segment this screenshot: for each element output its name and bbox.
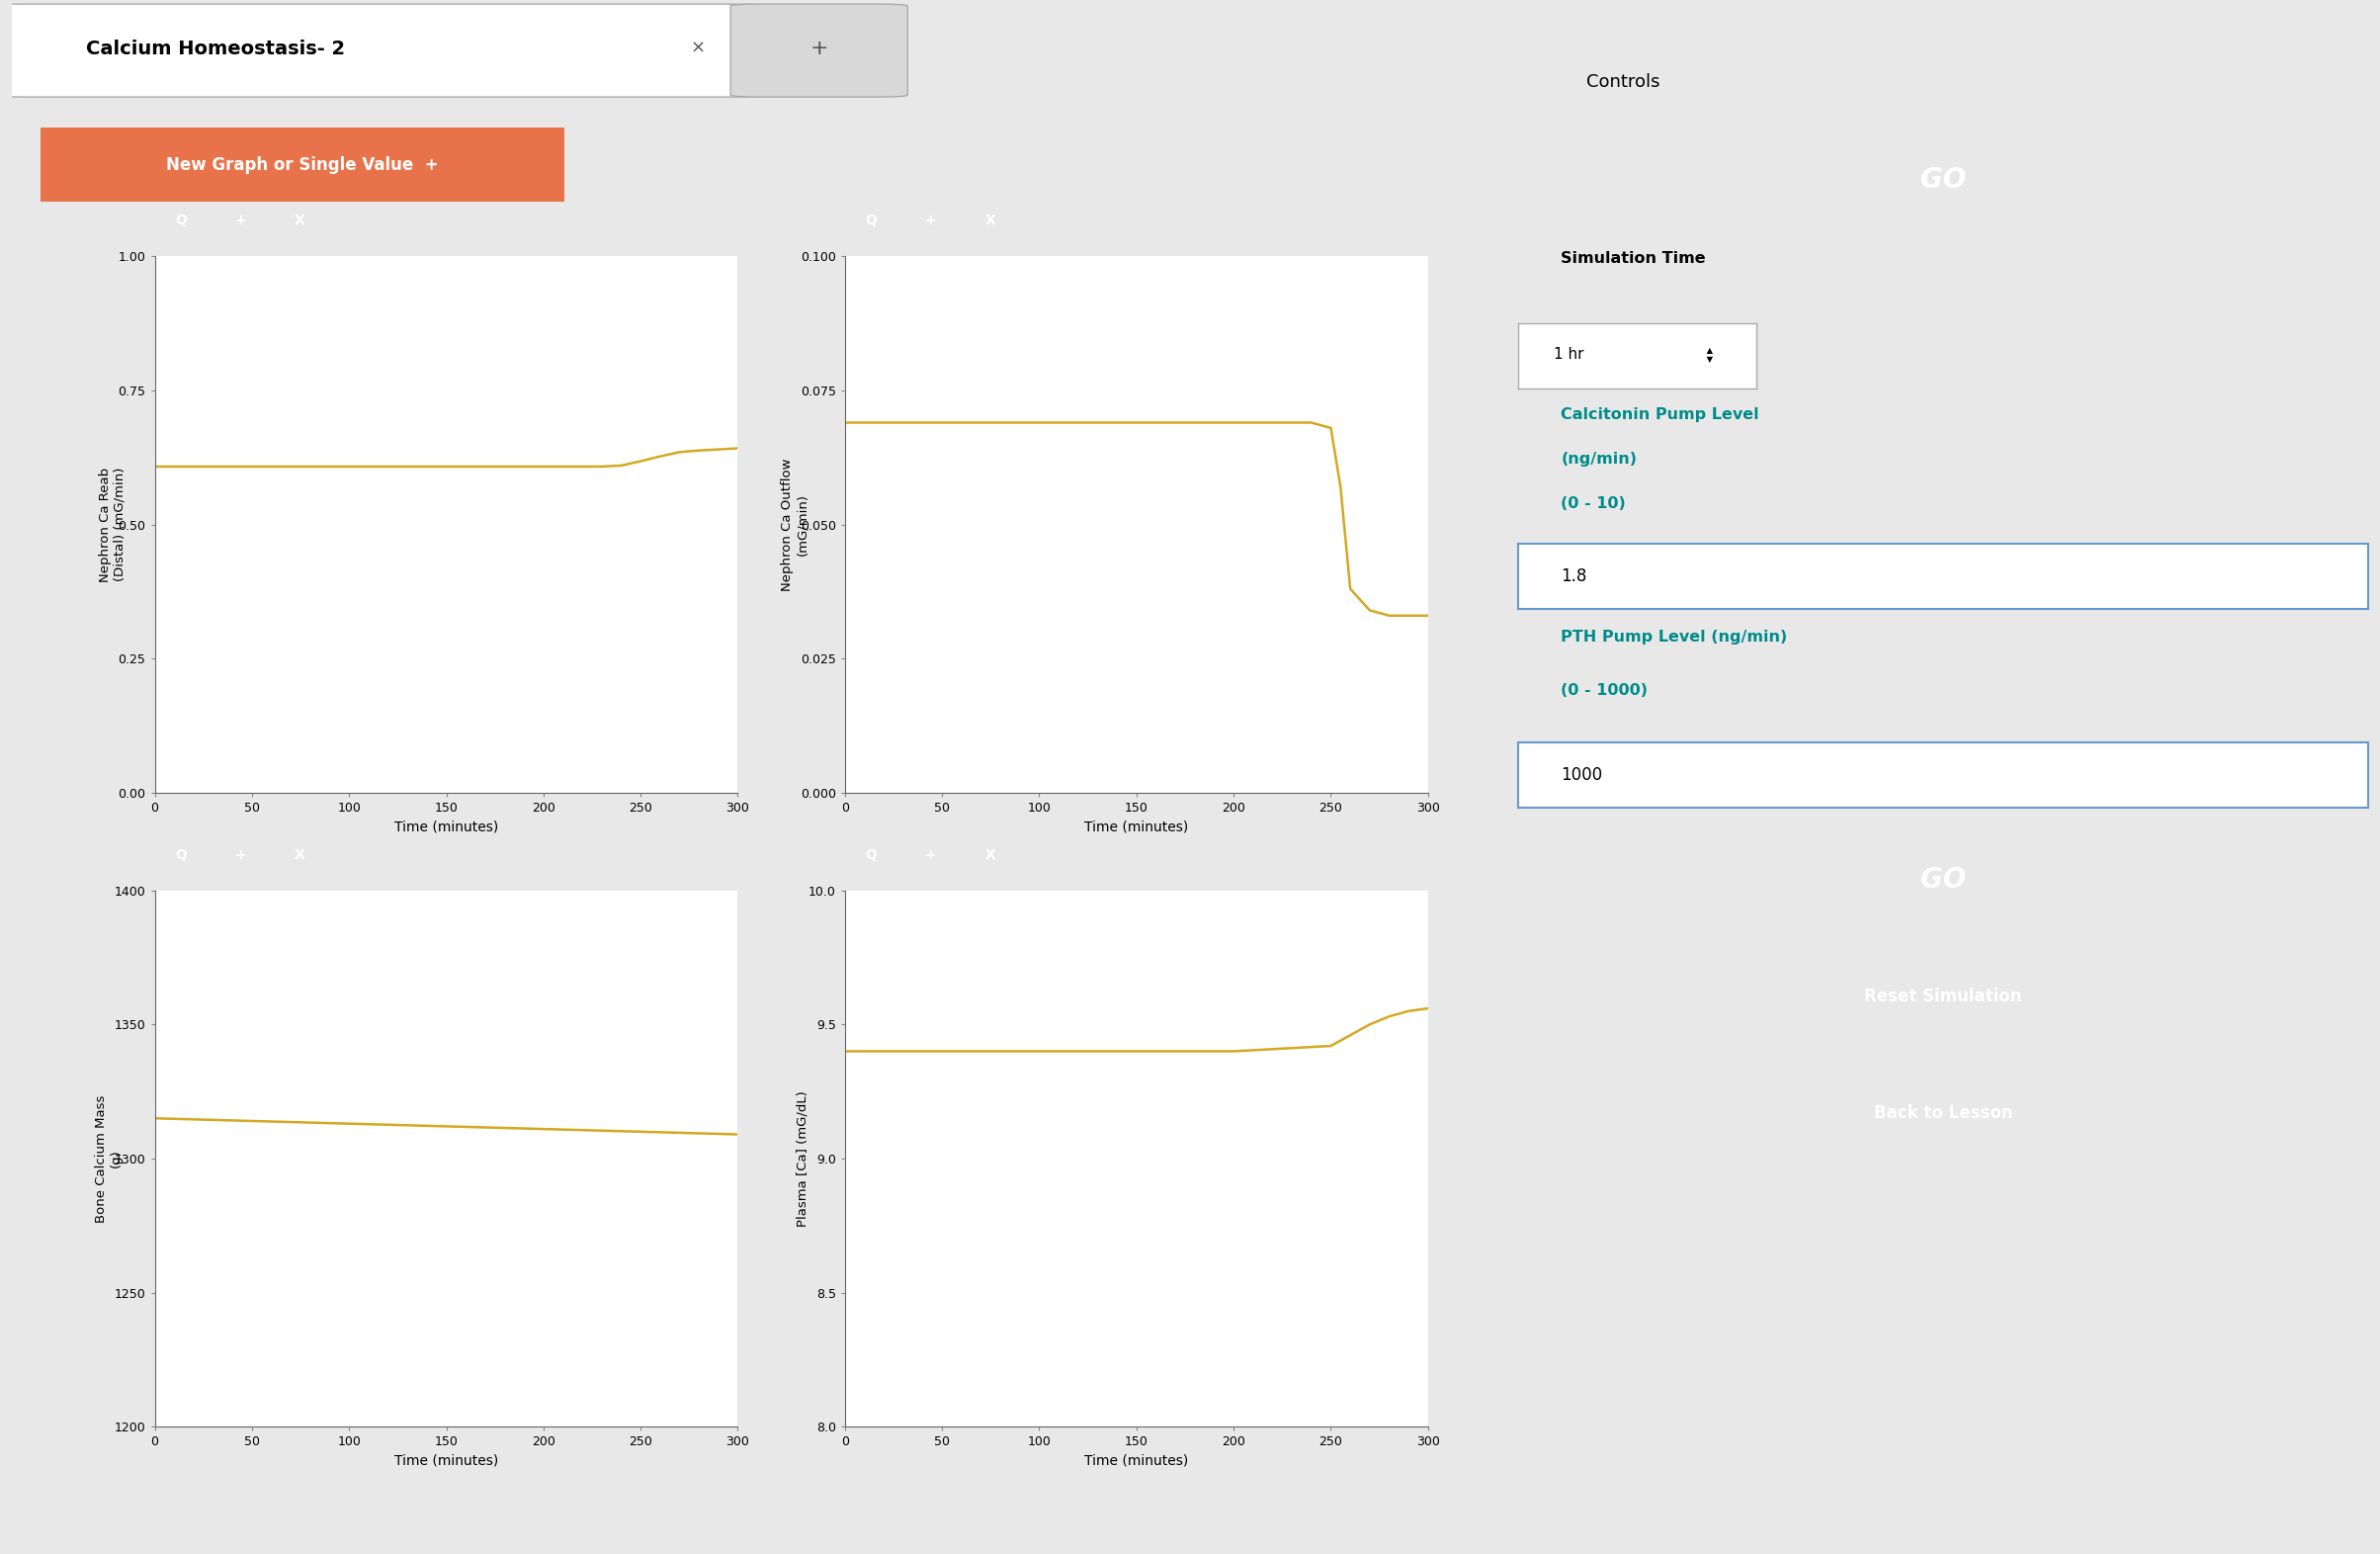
Text: Q: Q <box>866 214 876 227</box>
Text: 1 hr: 1 hr <box>1554 347 1585 362</box>
Text: PTH Pump Level (ng/min): PTH Pump Level (ng/min) <box>1561 629 1787 645</box>
Text: +: + <box>236 848 245 861</box>
Text: GO: GO <box>1921 166 1966 194</box>
Text: GO: GO <box>1921 866 1966 894</box>
Text: 1.8: 1.8 <box>1561 567 1587 586</box>
Text: Reset Simulation: Reset Simulation <box>1864 987 2023 1005</box>
Text: (ng/min): (ng/min) <box>1561 452 1637 466</box>
Text: X: X <box>985 848 995 861</box>
Text: Q: Q <box>176 214 186 227</box>
Text: ▲
 ▼: ▲ ▼ <box>1704 345 1714 364</box>
Text: X: X <box>295 848 305 861</box>
Y-axis label: Nephron Ca Reab
(Distal) (mG/min): Nephron Ca Reab (Distal) (mG/min) <box>100 468 126 581</box>
Text: +: + <box>926 214 935 227</box>
Text: +: + <box>926 848 935 861</box>
Text: New Graph or Single Value  +: New Graph or Single Value + <box>167 155 438 174</box>
X-axis label: Time (minutes): Time (minutes) <box>1085 821 1188 833</box>
X-axis label: Time (minutes): Time (minutes) <box>395 1455 497 1467</box>
Text: (0 - 10): (0 - 10) <box>1561 496 1626 511</box>
FancyBboxPatch shape <box>731 5 907 96</box>
Text: Back to Lesson: Back to Lesson <box>1873 1103 2013 1122</box>
Text: Calcitonin Pump Level: Calcitonin Pump Level <box>1561 407 1759 423</box>
FancyBboxPatch shape <box>0 5 762 96</box>
Text: Simulation Time: Simulation Time <box>1561 252 1706 266</box>
Y-axis label: Nephron Ca Outflow
(mG/min): Nephron Ca Outflow (mG/min) <box>781 458 809 591</box>
Text: (0 - 1000): (0 - 1000) <box>1561 682 1647 698</box>
Text: Q: Q <box>176 848 186 861</box>
Y-axis label: Bone Calcium Mass
(g): Bone Calcium Mass (g) <box>95 1094 124 1223</box>
Text: Controls: Controls <box>1587 73 1659 90</box>
Text: +: + <box>809 39 828 59</box>
X-axis label: Time (minutes): Time (minutes) <box>395 821 497 833</box>
Text: Calcium Homeostasis- 2: Calcium Homeostasis- 2 <box>86 39 345 57</box>
Text: +: + <box>236 214 245 227</box>
Text: ×: × <box>690 39 704 57</box>
Text: X: X <box>295 214 305 227</box>
Text: X: X <box>985 214 995 227</box>
FancyBboxPatch shape <box>14 124 590 205</box>
Text: Q: Q <box>866 848 876 861</box>
X-axis label: Time (minutes): Time (minutes) <box>1085 1455 1188 1467</box>
Y-axis label: Plasma [Ca] (mG/dL): Plasma [Ca] (mG/dL) <box>797 1091 809 1226</box>
Text: 1000: 1000 <box>1561 766 1602 785</box>
